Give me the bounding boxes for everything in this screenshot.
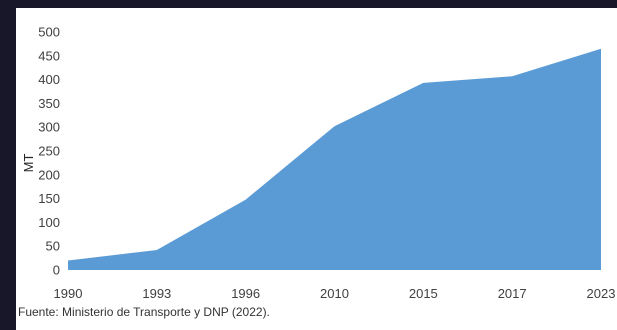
x-tick-label: 2023: [587, 286, 616, 301]
y-tick-label: 0: [53, 263, 60, 278]
chart-panel: 0 50 100 150 200 250 300 350 400 450 500 1990 1993 1…: [16, 8, 617, 330]
y-tick-label: 500: [38, 25, 60, 40]
x-tick-label: 1993: [142, 286, 171, 301]
x-tick-label: 2017: [498, 286, 527, 301]
y-tick-label: 250: [38, 144, 60, 159]
area-series: [68, 48, 601, 271]
y-tick-label: 150: [38, 191, 60, 206]
y-tick-label: 100: [38, 215, 60, 230]
x-tick-label: 1996: [231, 286, 260, 301]
source-note: Fuente: Ministerio de Transporte y DNP (…: [18, 305, 270, 319]
y-tick-label: 400: [38, 72, 60, 87]
x-tick-label: 2010: [320, 286, 349, 301]
y-tick-label: 200: [38, 167, 60, 182]
x-tick-label: 2015: [409, 286, 438, 301]
y-tick-label: 300: [38, 120, 60, 135]
x-axis-ticks: 1990 1993 1996 2010 2015 2017 2023: [54, 286, 616, 301]
y-tick-label: 350: [38, 96, 60, 111]
y-tick-label: 50: [46, 239, 60, 254]
y-axis-title: MT: [21, 154, 36, 173]
y-tick-label: 450: [38, 48, 60, 63]
y-axis-ticks: 0 50 100 150 200 250 300 350 400 450 500: [38, 25, 60, 278]
x-tick-label: 1990: [54, 286, 83, 301]
